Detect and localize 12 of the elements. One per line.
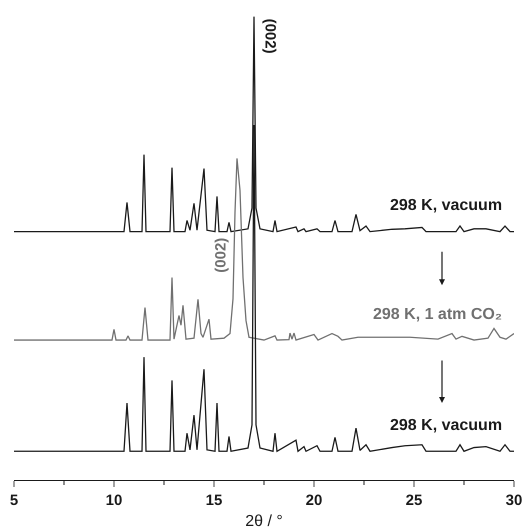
x-tick-label: 5 xyxy=(10,492,18,510)
x-axis-title: 2θ / ° xyxy=(245,512,283,530)
legend-label: 298 K, vacuum xyxy=(390,417,502,434)
annotation: (002) xyxy=(212,238,230,273)
x-tick-label: 25 xyxy=(406,492,422,510)
x-tick-label: 10 xyxy=(106,492,122,510)
x-tick-label: 30 xyxy=(506,492,522,510)
x-tick-label: 20 xyxy=(306,492,322,510)
annotation: (002) xyxy=(262,18,279,54)
series-label: 298 K, vacuum xyxy=(390,197,502,214)
series-label: 298 K, 1 atm CO₂ xyxy=(373,306,502,323)
x-tick-label: 15 xyxy=(206,492,222,510)
